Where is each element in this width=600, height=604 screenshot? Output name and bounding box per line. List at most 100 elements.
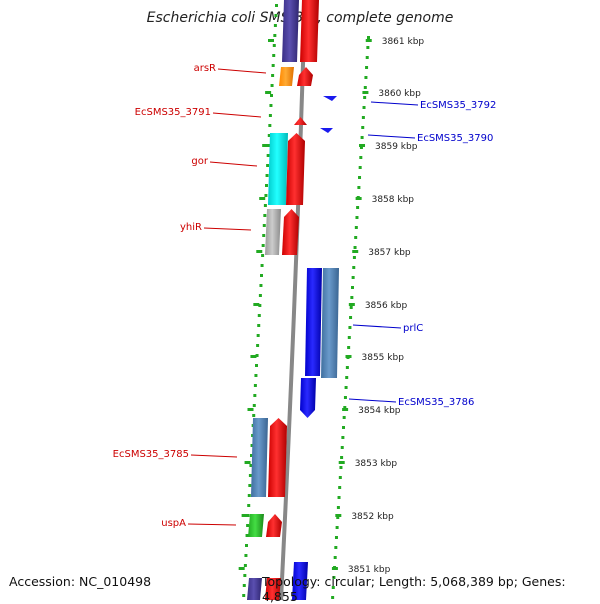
gene-label: uspA [161,518,186,529]
tick-dot-outer [363,86,367,89]
tick-dot-inner [264,194,268,197]
scale-label: 3861 kbp [382,37,425,47]
scale-label: 3857 kbp [368,248,411,258]
scale-tick [352,250,359,253]
tick-dot-outer [342,426,346,429]
tick-dot-inner [269,104,273,107]
scale-label: 3854 kbp [358,406,401,416]
tick-dot-outer [359,146,363,149]
cds-arrow-3792 [323,96,337,101]
tick-dot-inner [253,394,257,397]
tick-dot-outer [359,156,363,159]
tick-dot-outer [339,466,343,469]
tick-dot-outer [367,36,370,39]
tick-dot-outer [355,216,359,219]
cds-block-prlC-steel [321,268,339,378]
leader-line [187,523,237,526]
scale-tick-inner [253,303,260,306]
cds-block-gor [268,133,288,205]
gene-label: EcSMS35_3786 [398,397,474,408]
tick-dot-outer [336,516,340,519]
tick-dot-inner [255,354,259,357]
tick-dot-inner [250,454,253,457]
scale-tick-inner [259,197,266,200]
scale-tick-inner [262,144,269,147]
tick-dot-outer [337,496,341,499]
cds-block-red-top [300,0,319,62]
backbone-curve [279,0,307,600]
gene-label: EcSMS35_3790 [417,133,493,144]
tick-dot-inner [258,294,262,297]
gene-label: prlC [403,323,423,334]
tick-dot-inner [256,334,260,337]
tick-dot-inner [246,524,250,527]
tick-dot-outer [341,436,345,439]
scale-tick-inner [244,461,251,464]
tick-dot-outer [347,346,351,349]
tick-dot-inner [248,484,252,487]
leader-line [370,101,419,106]
scale-label: 3855 kbp [362,353,405,363]
leader-line [212,112,262,118]
tick-dot-outer [334,536,338,539]
cds-block-arsR [279,67,294,86]
tick-dot-outer [350,296,354,299]
tick-dot-outer [358,176,362,179]
tick-dot-inner [266,154,270,157]
tick-dot-inner [263,204,267,207]
cds-arrow-3791 [292,117,307,125]
tick-dot-outer [356,206,360,209]
tick-dot-inner [247,504,251,507]
tick-dot-outer [353,246,357,249]
scale-tick [365,39,372,42]
scale-tick [362,91,369,94]
tick-dot-inner [242,584,246,587]
cds-block-yhiR [265,209,281,255]
tick-dot-outer [354,226,358,229]
scale-label: 3851 kbp [348,565,391,575]
tick-dot-outer [345,366,349,369]
tick-dot-outer [343,396,347,399]
tick-dot-outer [338,476,342,479]
gene-label: gor [191,156,208,167]
leader-line [209,161,258,167]
tick-dot-outer [347,336,351,339]
tick-dot-outer [340,446,344,449]
tick-dot-inner [262,234,266,237]
cds-arrow-uspA [266,514,282,537]
tick-dot-outer [335,526,339,529]
tick-dot-outer [362,106,366,109]
tick-dot-outer [365,66,369,69]
cds-block-red-bottom [265,578,281,600]
tick-dot-inner [268,124,272,127]
gene-label: arsR [194,63,216,74]
tick-dot-outer [366,46,370,49]
tick-dot-inner [261,244,265,247]
tick-dot-inner [252,404,256,407]
tick-dot-inner [267,134,271,137]
tick-dot-outer [348,326,352,329]
tick-dot-inner [254,374,258,377]
tick-dot-outer [333,556,337,559]
tick-dot-inner [257,314,261,317]
tick-dot-inner [273,24,277,27]
tick-dot-inner [272,54,276,57]
leader-line [217,68,267,74]
cds-block-prlC-blue [305,268,322,376]
tick-dot-inner [270,84,274,87]
tick-dot-outer [351,276,355,279]
tick-dot-outer [365,56,369,59]
scale-tick [359,144,366,147]
tick-dot-inner [250,444,254,447]
tick-dot-outer [352,256,356,259]
tick-dot-outer [332,576,336,579]
scale-tick-inner [238,567,245,570]
scale-tick-inner [268,39,274,42]
scale-label: 3858 kbp [372,195,415,205]
tick-dot-outer [334,546,338,549]
tick-dot-outer [361,116,365,119]
scale-tick [345,355,352,358]
tick-dot-outer [338,486,342,489]
scale-label: 3856 kbp [365,301,408,311]
tick-dot-inner [257,324,261,327]
